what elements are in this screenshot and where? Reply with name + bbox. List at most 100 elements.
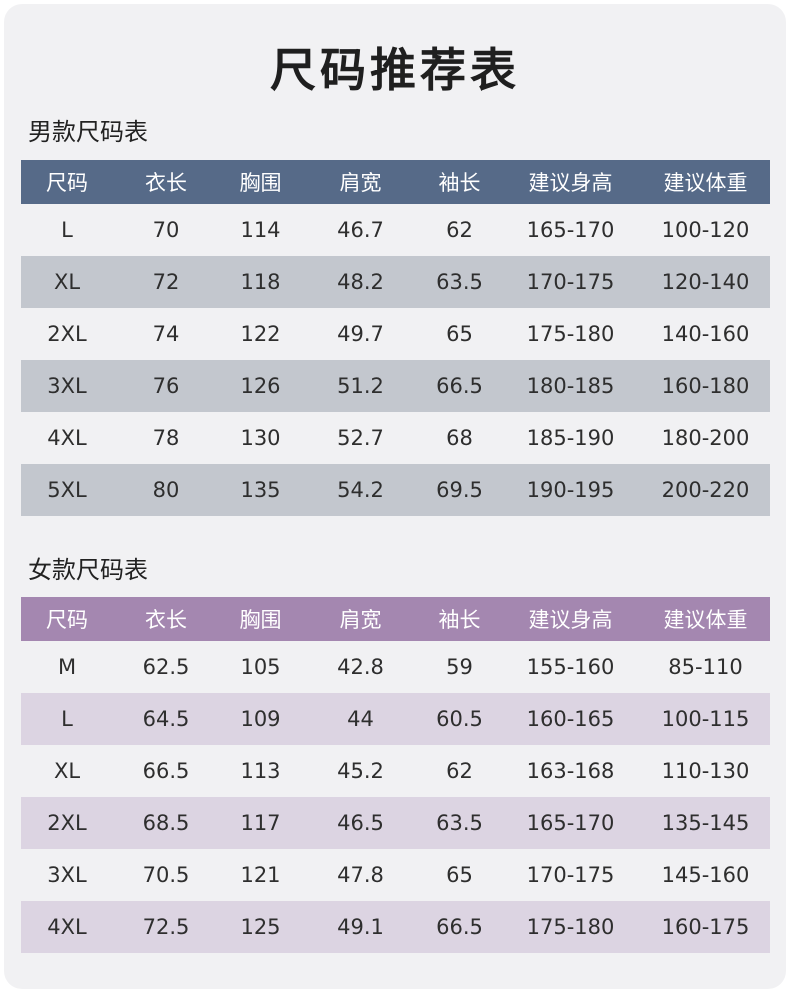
table-cell: 163-168 xyxy=(526,759,615,783)
table-cell: 66.5 xyxy=(419,901,500,953)
men-col-weight: 建议体重 xyxy=(641,160,770,204)
table-cell: 160-175 xyxy=(641,901,770,953)
table-cell: 200-220 xyxy=(641,464,770,516)
table-cell: 63.5 xyxy=(419,256,500,308)
table-cell: 45.2 xyxy=(337,759,384,783)
table-cell: 105 xyxy=(240,655,281,679)
table-cell: 49.1 xyxy=(302,901,419,953)
men-col-height: 建议身高 xyxy=(500,160,641,204)
women-table-header-row: 尺码 衣长 胸围 肩宽 袖长 建议身高 建议体重 xyxy=(21,597,770,641)
table-cell: 62.5 xyxy=(142,655,190,679)
table-cell: 190-195 xyxy=(500,464,641,516)
table-cell: 170-175 xyxy=(500,256,641,308)
table-cell: 66.5 xyxy=(142,759,190,783)
table-cell: 70 xyxy=(152,218,180,242)
table-cell: 118 xyxy=(219,256,302,308)
table-row: 3XL 70.5 121 47.8 65 170-175 145-160 xyxy=(21,849,770,901)
table-cell: 109 xyxy=(219,693,302,745)
table-cell: 121 xyxy=(240,863,281,887)
table-cell: 44 xyxy=(302,693,419,745)
table-cell: 47.8 xyxy=(337,863,384,887)
table-cell: 140-160 xyxy=(661,322,750,346)
table-cell: 114 xyxy=(240,218,281,242)
men-col-length: 衣长 xyxy=(113,160,219,204)
women-col-sleeve: 袖长 xyxy=(419,597,500,641)
table-cell: L xyxy=(21,693,113,745)
table-cell: 60.5 xyxy=(419,693,500,745)
table-cell: XL xyxy=(53,759,81,783)
men-section-title: 男款尺码表 xyxy=(28,118,148,146)
table-cell: 62 xyxy=(446,218,473,242)
table-cell: 74 xyxy=(152,322,180,346)
table-cell: 113 xyxy=(240,759,281,783)
table-cell: 2XL xyxy=(21,797,113,849)
table-cell: 126 xyxy=(219,360,302,412)
table-cell: 68.5 xyxy=(113,797,219,849)
table-cell: 59 xyxy=(446,655,473,679)
table-cell: 155-160 xyxy=(526,655,615,679)
table-row: 2XL 74 122 49.7 65 175-180 140-160 xyxy=(21,308,770,360)
table-row: 4XL 78 130 52.7 68 185-190 180-200 xyxy=(21,412,770,464)
table-cell: 65 xyxy=(446,863,473,887)
table-row: 2XL 68.5 117 46.5 63.5 165-170 135-145 xyxy=(21,797,770,849)
table-cell: 69.5 xyxy=(419,464,500,516)
women-section-title: 女款尺码表 xyxy=(28,556,148,584)
table-cell: 2XL xyxy=(47,322,87,346)
table-cell: 66.5 xyxy=(419,360,500,412)
table-cell: 46.7 xyxy=(337,218,384,242)
table-cell: 54.2 xyxy=(302,464,419,516)
table-cell: 42.8 xyxy=(337,655,384,679)
women-size-table: 尺码 衣长 胸围 肩宽 袖长 建议身高 建议体重 M 62.5 105 42.8 59 1… xyxy=(21,597,770,953)
men-table-header-row: 尺码 衣长 胸围 肩宽 袖长 建议身高 建议体重 xyxy=(21,160,770,204)
table-cell: 160-180 xyxy=(641,360,770,412)
table-cell: 46.5 xyxy=(302,797,419,849)
table-cell: 145-160 xyxy=(661,863,750,887)
table-cell: 64.5 xyxy=(113,693,219,745)
table-cell: 4XL xyxy=(21,901,113,953)
table-cell: 51.2 xyxy=(302,360,419,412)
table-cell: 165-170 xyxy=(526,218,615,242)
table-row: 4XL 72.5 125 49.1 66.5 175-180 160-175 xyxy=(21,901,770,953)
women-col-size: 尺码 xyxy=(21,597,113,641)
table-cell: L xyxy=(61,218,73,242)
table-cell: 5XL xyxy=(21,464,113,516)
table-cell: 170-175 xyxy=(526,863,615,887)
table-cell: 3XL xyxy=(47,863,87,887)
table-cell: 135 xyxy=(219,464,302,516)
table-cell: 72 xyxy=(113,256,219,308)
table-cell: 85-110 xyxy=(668,655,743,679)
table-cell: 122 xyxy=(240,322,281,346)
table-cell: 100-120 xyxy=(661,218,750,242)
table-cell: 62 xyxy=(446,759,473,783)
table-cell: XL xyxy=(21,256,113,308)
table-cell: 100-115 xyxy=(641,693,770,745)
table-row: 5XL 80 135 54.2 69.5 190-195 200-220 xyxy=(21,464,770,516)
men-col-sleeve: 袖长 xyxy=(419,160,500,204)
women-col-height: 建议身高 xyxy=(500,597,641,641)
page-title: 尺码推荐表 xyxy=(270,43,520,97)
table-cell: 72.5 xyxy=(113,901,219,953)
table-cell: 180-200 xyxy=(661,426,750,450)
table-cell: 117 xyxy=(219,797,302,849)
table-cell: 65 xyxy=(446,322,473,346)
men-size-table: 尺码 衣长 胸围 肩宽 袖长 建议身高 建议体重 L 70 114 46.7 62 165… xyxy=(21,160,770,516)
women-col-length: 衣长 xyxy=(113,597,219,641)
women-col-shoulder: 肩宽 xyxy=(302,597,419,641)
table-row: M 62.5 105 42.8 59 155-160 85-110 xyxy=(21,641,770,693)
table-row: 3XL 76 126 51.2 66.5 180-185 160-180 xyxy=(21,360,770,412)
table-cell: 175-180 xyxy=(526,322,615,346)
women-col-chest: 胸围 xyxy=(219,597,302,641)
table-cell: 130 xyxy=(240,426,281,450)
table-cell: 125 xyxy=(219,901,302,953)
table-row: XL 66.5 113 45.2 62 163-168 110-130 xyxy=(21,745,770,797)
table-cell: 110-130 xyxy=(661,759,750,783)
table-cell: 175-180 xyxy=(500,901,641,953)
table-cell: 180-185 xyxy=(500,360,641,412)
table-cell: 68 xyxy=(446,426,473,450)
table-cell: M xyxy=(57,655,77,679)
men-col-size: 尺码 xyxy=(21,160,113,204)
women-col-weight: 建议体重 xyxy=(641,597,770,641)
table-cell: 78 xyxy=(152,426,180,450)
table-row: L 70 114 46.7 62 165-170 100-120 xyxy=(21,204,770,256)
table-cell: 120-140 xyxy=(641,256,770,308)
